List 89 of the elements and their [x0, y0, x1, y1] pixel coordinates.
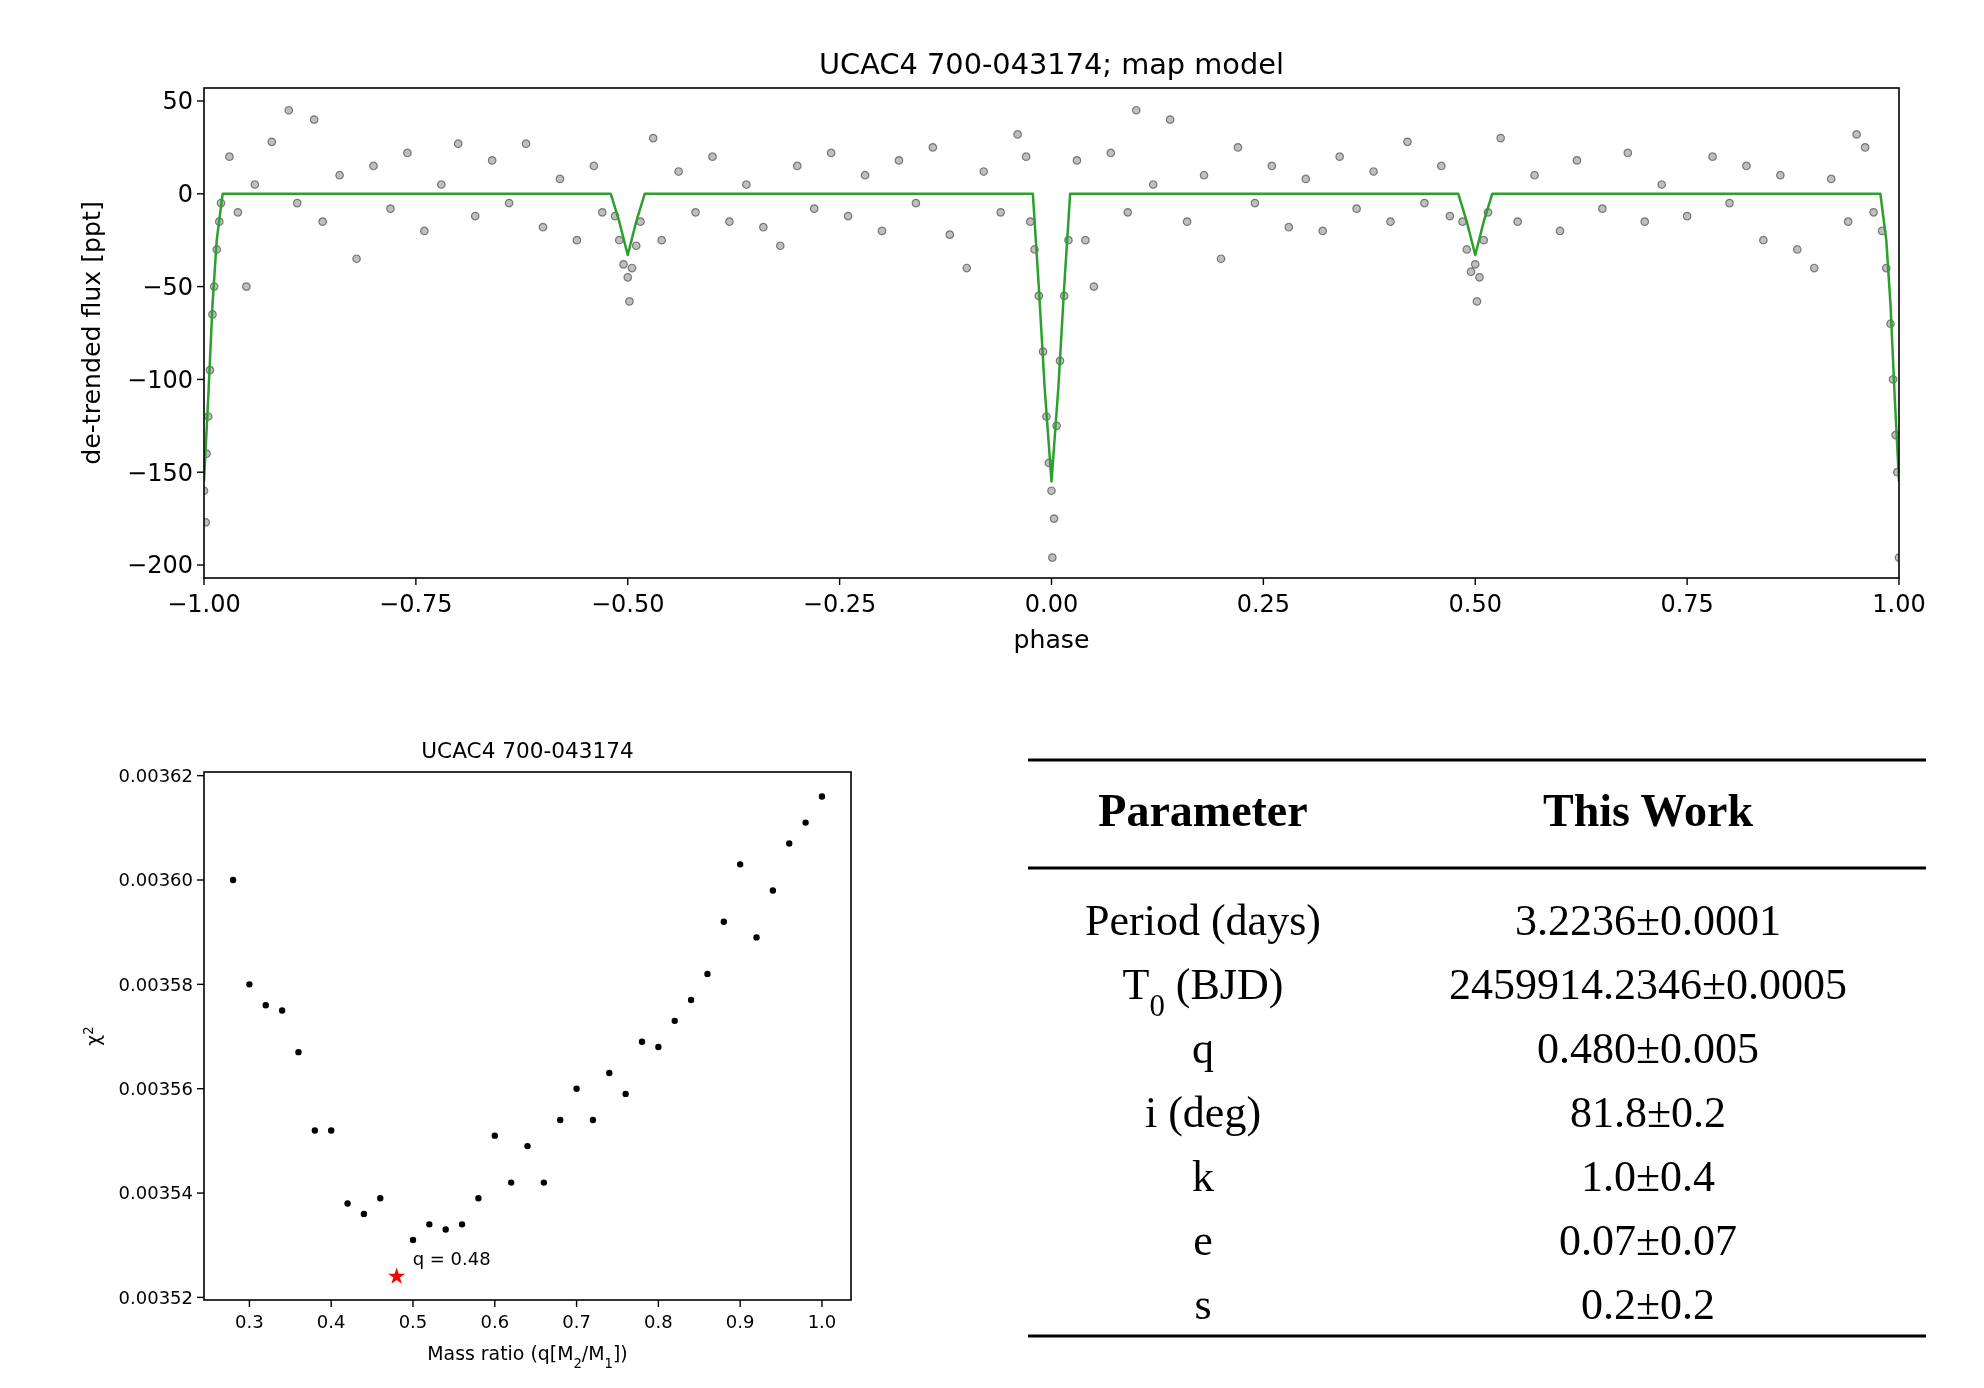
point	[278, 1007, 286, 1014]
line-series	[204, 192, 1899, 483]
x-tick-label: 0.9	[725, 1311, 755, 1332]
text: 3.2236±0.0001	[1514, 896, 1782, 946]
y-tick-label: 0.00358	[118, 973, 193, 995]
point	[818, 793, 826, 800]
x-tick-label: −1.00	[167, 590, 241, 618]
x-axis-title: Mass ratio (q[M$_{2}$/M$_{1}$])	[427, 1342, 628, 1371]
point	[704, 970, 711, 978]
y-tick-label: 0.00360	[118, 869, 193, 891]
point	[229, 876, 237, 884]
point	[262, 1002, 269, 1009]
x-tick-label: −0.50	[590, 590, 665, 618]
point	[360, 1210, 368, 1218]
point	[638, 1038, 646, 1045]
point	[622, 1090, 629, 1098]
point	[573, 1085, 580, 1092]
y-tick-label: −200	[127, 551, 193, 580]
point	[524, 1142, 531, 1150]
x-tick-label: 0.3	[235, 1311, 264, 1332]
point	[344, 1200, 351, 1207]
x-axis-title: phase	[1013, 625, 1090, 654]
point	[475, 1195, 482, 1202]
point	[377, 1195, 384, 1202]
x-tick-label: 1.00	[1872, 590, 1926, 618]
point	[409, 1236, 417, 1244]
y-tick-label: −50	[142, 273, 193, 301]
category-label: s	[1194, 1280, 1212, 1330]
point	[802, 819, 809, 826]
x-tick-label: 0.7	[562, 1311, 591, 1332]
text: 2459914.2346±0.0005	[1448, 960, 1848, 1010]
chart-title: UCAC4 700-043174; map model	[819, 47, 1284, 81]
x-tick-label: 0.6	[480, 1311, 510, 1332]
y-tick-label: 0.00354	[118, 1182, 193, 1204]
point	[442, 1226, 449, 1233]
point	[328, 1127, 335, 1134]
y-axis-title: de-trended flux [ppt]	[77, 201, 106, 465]
point	[388, 1267, 406, 1284]
category-label: T$_{0}$ (BJD)	[1122, 960, 1284, 1024]
category-label: e	[1193, 1216, 1213, 1266]
point	[589, 1116, 597, 1124]
point	[540, 1179, 548, 1186]
point	[606, 1069, 613, 1077]
x-tick-label: 0.75	[1660, 590, 1714, 618]
point	[786, 840, 793, 847]
point	[246, 981, 253, 988]
point	[557, 1116, 564, 1124]
point	[736, 861, 744, 868]
point	[507, 1179, 515, 1186]
point	[655, 1043, 662, 1051]
category-label: k	[1192, 1152, 1214, 1202]
annotation: q = 0.48	[412, 1247, 491, 1269]
point	[311, 1127, 319, 1134]
x-tick-label: 0.50	[1448, 590, 1502, 618]
x-tick-label: 0.4	[316, 1311, 346, 1332]
x-tick-label: −0.25	[802, 590, 877, 618]
point	[720, 918, 727, 925]
x-tick-label: 0.5	[398, 1311, 428, 1332]
y-tick-label: 0	[177, 180, 193, 209]
text: 0.07±0.07	[1558, 1216, 1738, 1266]
point	[458, 1221, 466, 1228]
x-tick-label: 0.25	[1236, 590, 1291, 618]
point	[687, 996, 695, 1004]
text: 0.480±0.005	[1536, 1024, 1760, 1074]
category-label: This Work	[1542, 785, 1754, 837]
category-label: Parameter	[1098, 785, 1308, 837]
category-label: i (deg)	[1144, 1088, 1262, 1138]
text: 1.0±0.4	[1580, 1152, 1716, 1202]
point	[295, 1048, 302, 1056]
y-tick-label: 0.00356	[118, 1078, 193, 1099]
x-tick-label: 0.8	[644, 1311, 673, 1332]
chart-title: UCAC4 700-043174	[421, 738, 634, 763]
x-tick-label: 0.00	[1024, 590, 1079, 618]
point	[769, 887, 777, 894]
y-tick-label: 50	[162, 87, 193, 116]
text: 81.8±0.2	[1569, 1088, 1727, 1138]
text: 0.2±0.2	[1580, 1280, 1716, 1330]
category-label: q	[1192, 1024, 1214, 1074]
point	[426, 1221, 433, 1228]
point	[671, 1017, 678, 1025]
category-label: Period (days)	[1085, 896, 1321, 946]
point	[753, 934, 760, 941]
x-tick-label: 1.0	[807, 1311, 837, 1332]
point	[491, 1132, 498, 1139]
x-tick-label: −0.75	[379, 590, 453, 618]
y-tick-label: −150	[127, 458, 193, 487]
y-tick-label: 0.00352	[118, 1286, 193, 1308]
y-tick-label: 0.00362	[118, 764, 193, 786]
y-tick-label: −100	[127, 365, 193, 394]
